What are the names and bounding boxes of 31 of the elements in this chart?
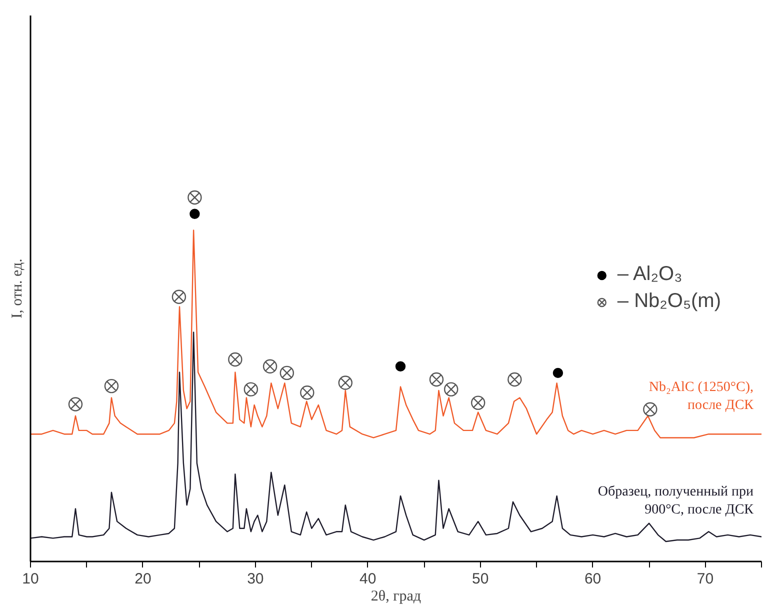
point [444,382,458,396]
point [338,376,352,390]
x-axis-title: 2θ, град [370,588,422,604]
x-tick-label: 40 [360,570,376,588]
x-tick-label: 50 [472,570,489,588]
point [429,372,444,387]
point [188,190,202,205]
x-tick-label: 10 [22,570,39,588]
point [262,359,278,374]
point [244,382,258,396]
point [280,366,294,380]
legend-label: – Al₂O₃ [617,263,682,286]
point [395,361,406,372]
point [104,378,119,394]
point [228,352,242,367]
point [172,290,186,304]
x-tick-label: 30 [247,570,264,588]
point [508,372,522,387]
point [552,368,564,378]
x-tick-label: 20 [134,570,152,588]
series-label: Образец, полученный при 900°C, после ДСК [598,484,754,518]
series-label: Nb₂AlC (1250°C), после ДСК [648,380,754,413]
point [300,386,314,400]
point [190,208,200,219]
point [68,397,83,412]
x-tick-label: 70 [696,570,714,588]
point [643,402,658,416]
x-tick-label: 60 [584,570,602,588]
y-axis-title: I, отн. ед. [10,258,26,318]
point [470,396,486,410]
legend-label: – Nb₂O₅(m) [617,290,721,313]
